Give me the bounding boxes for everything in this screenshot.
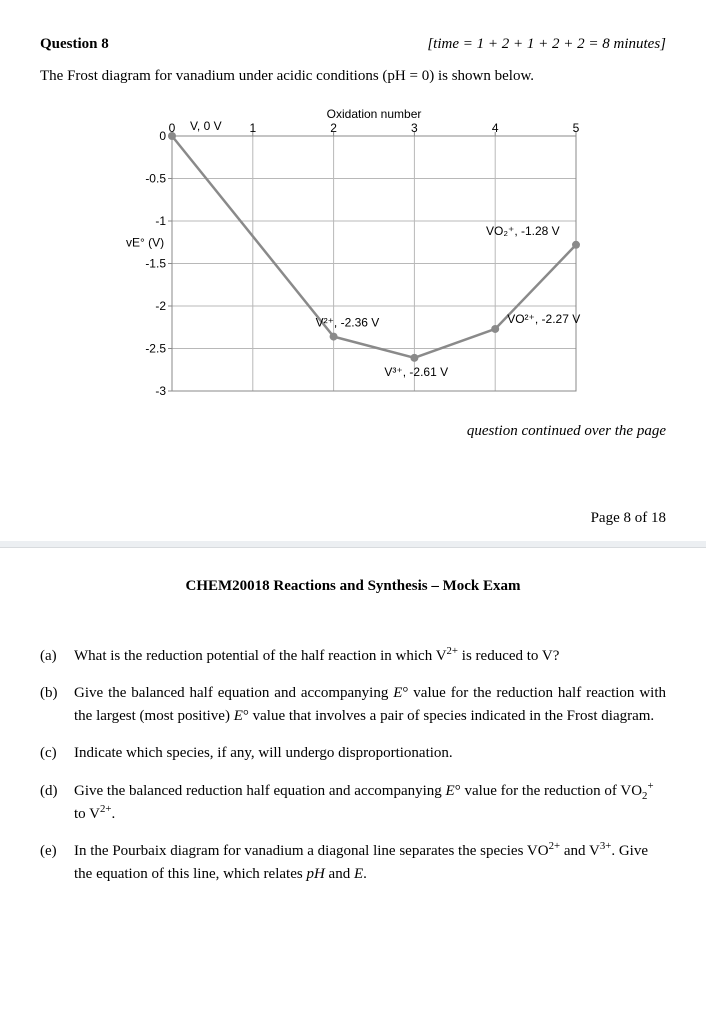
svg-text:0: 0	[159, 129, 166, 143]
svg-text:V³⁺, -2.61 V: V³⁺, -2.61 V	[384, 364, 448, 378]
part-text: Give the balanced half equation and acco…	[74, 682, 666, 729]
svg-text:vE° (V): vE° (V)	[126, 235, 164, 249]
svg-text:-2.5: -2.5	[145, 341, 166, 355]
question-intro: The Frost diagram for vanadium under aci…	[40, 65, 666, 88]
part-b: (b) Give the balanced half equation and …	[40, 682, 666, 729]
svg-text:V²⁺, -2.36 V: V²⁺, -2.36 V	[316, 315, 380, 329]
svg-text:Oxidation number: Oxidation number	[327, 108, 422, 121]
question-number: Question 8	[40, 36, 109, 53]
part-label: (d)	[40, 780, 74, 827]
svg-text:-1: -1	[155, 214, 166, 228]
part-c: (c) Indicate which species, if any, will…	[40, 742, 666, 765]
part-label: (b)	[40, 682, 74, 729]
svg-text:-2: -2	[155, 299, 166, 313]
part-text: What is the reduction potential of the h…	[74, 645, 666, 668]
part-e: (e) In the Pourbaix diagram for vanadium…	[40, 840, 666, 887]
page-number: Page 8 of 18	[40, 510, 666, 527]
page-break	[0, 541, 706, 548]
svg-text:-0.5: -0.5	[145, 171, 166, 185]
svg-text:V, 0 V: V, 0 V	[190, 119, 222, 133]
question-parts-list: (a) What is the reduction potential of t…	[40, 645, 666, 887]
frost-diagram-chart: 0123450-0.5-1-1.5-2-2.5-3Oxidation numbe…	[120, 108, 666, 403]
svg-text:-3: -3	[155, 384, 166, 398]
part-d: (d) Give the balanced reduction half equ…	[40, 780, 666, 827]
svg-text:VO₂⁺, -1.28 V: VO₂⁺, -1.28 V	[486, 223, 560, 237]
part-label: (a)	[40, 645, 74, 668]
part-label: (c)	[40, 742, 74, 765]
part-label: (e)	[40, 840, 74, 887]
continued-note: question continued over the page	[40, 423, 666, 440]
part-text: In the Pourbaix diagram for vanadium a d…	[74, 840, 666, 887]
svg-text:VO²⁺, -2.27 V: VO²⁺, -2.27 V	[507, 311, 580, 325]
part-text: Give the balanced reduction half equatio…	[74, 780, 666, 827]
part-a: (a) What is the reduction potential of t…	[40, 645, 666, 668]
question-header: Question 8 [time = 1 + 2 + 1 + 2 + 2 = 8…	[40, 36, 666, 53]
course-header: CHEM20018 Reactions and Synthesis – Mock…	[40, 578, 666, 595]
svg-text:-1.5: -1.5	[145, 256, 166, 270]
time-note: [time = 1 + 2 + 1 + 2 + 2 = 8 minutes]	[427, 36, 666, 53]
part-text: Indicate which species, if any, will und…	[74, 742, 666, 765]
